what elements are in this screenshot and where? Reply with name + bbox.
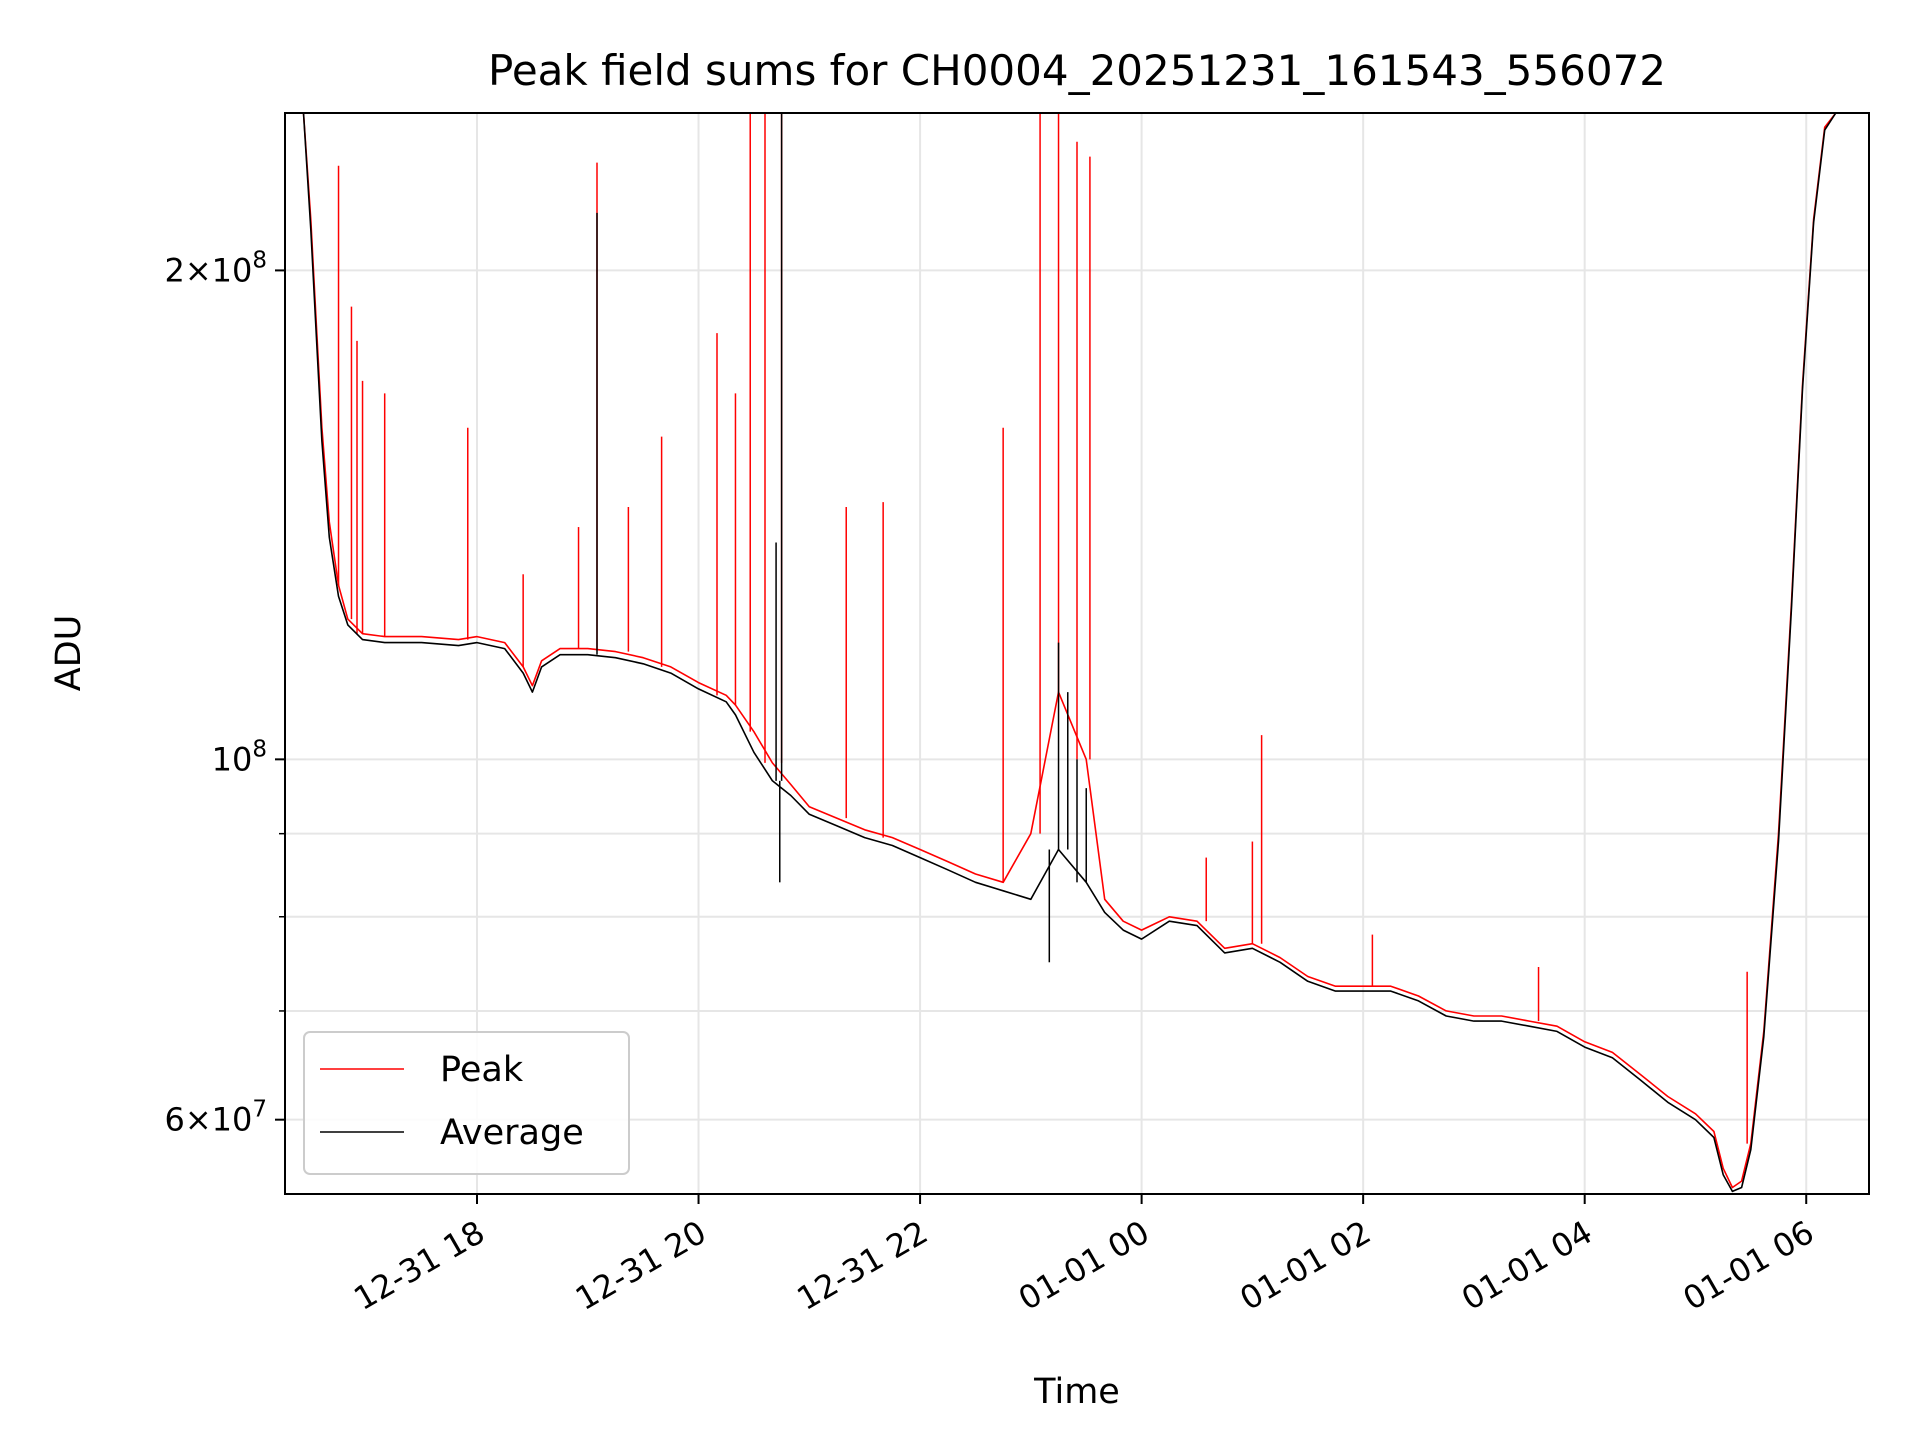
legend: Peak Average [303, 1031, 630, 1175]
y-tick-label: 2×108 [164, 247, 267, 289]
series-average [286, 113, 1868, 1193]
chart-title: Peak field sums for CH0004_20251231_1615… [488, 46, 1666, 95]
y-axis-label: ADU [49, 615, 89, 692]
y-tick-label: 108 [212, 736, 267, 778]
y-tick-label: 6×107 [164, 1097, 267, 1139]
legend-box [303, 1031, 630, 1175]
series-layer [286, 113, 1868, 1193]
legend-label-average: Average [440, 1113, 584, 1153]
plot-frame [284, 112, 1870, 1195]
x-axis-label: Time [1033, 1372, 1120, 1412]
legend-label-peak: Peak [440, 1050, 524, 1090]
y-axis-ticks: 6×107 108 2×108 [164, 247, 285, 1139]
line-average [286, 113, 1868, 1193]
